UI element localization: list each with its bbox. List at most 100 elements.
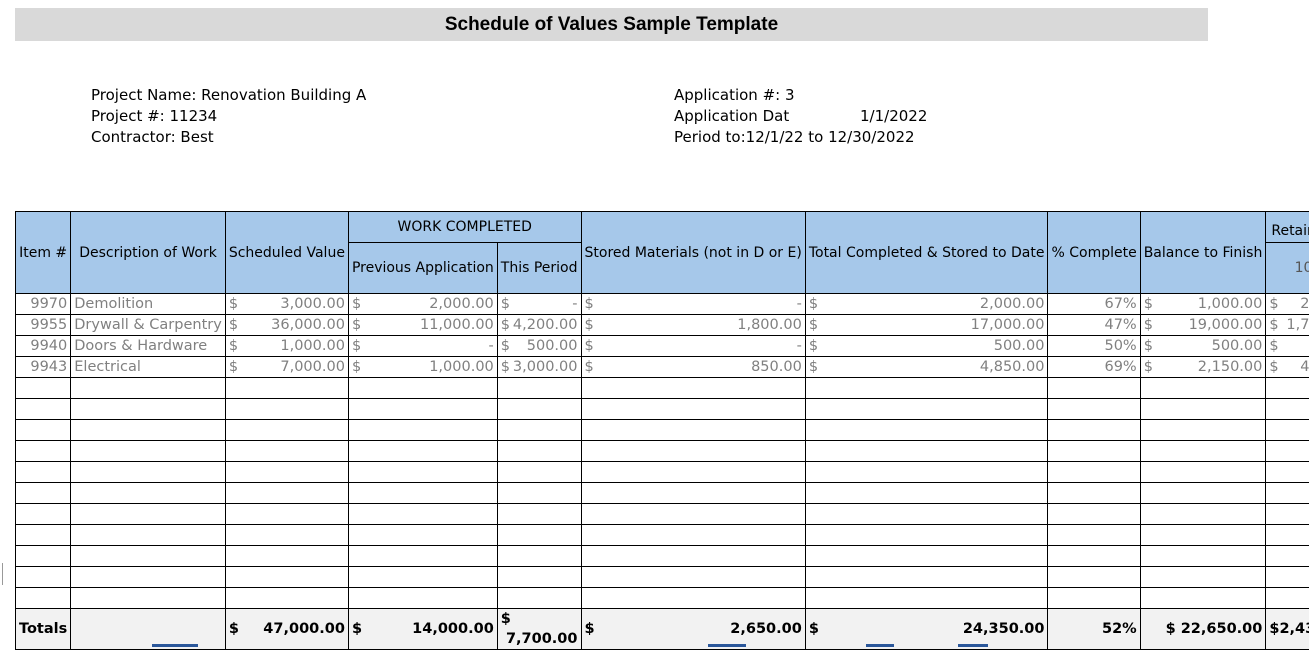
- empty-cell[interactable]: [347, 587, 498, 609]
- empty-cell[interactable]: [496, 398, 582, 420]
- cell-scheduled-value[interactable]: $36,000.00: [224, 314, 349, 336]
- cell-balance-to-finish[interactable]: $1,000.00: [1139, 293, 1267, 315]
- cell-item[interactable]: 9943: [14, 356, 72, 378]
- totals-percent-complete[interactable]: 52%: [1047, 608, 1141, 650]
- empty-cell[interactable]: [224, 440, 349, 462]
- empty-cell[interactable]: [1265, 503, 1309, 525]
- header-this-period[interactable]: This Period: [496, 242, 582, 294]
- empty-cell[interactable]: [1047, 587, 1141, 609]
- header-percent-complete[interactable]: % Complete: [1047, 211, 1141, 294]
- project-number[interactable]: Project #: 11234: [91, 107, 218, 125]
- empty-cell[interactable]: [224, 398, 349, 420]
- cell-stored-materials[interactable]: $1,800.00: [580, 314, 806, 336]
- cell-total-completed[interactable]: $500.00: [804, 335, 1049, 357]
- totals-total-completed[interactable]: $24,350.00: [804, 608, 1049, 650]
- empty-cell[interactable]: [804, 545, 1049, 567]
- empty-cell[interactable]: [1265, 482, 1309, 504]
- empty-cell[interactable]: [580, 440, 806, 462]
- application-period[interactable]: Period to:12/1/22 to 12/30/2022: [674, 128, 915, 146]
- empty-cell[interactable]: [14, 503, 72, 525]
- totals-previous-application[interactable]: $14,000.00: [347, 608, 498, 650]
- empty-cell[interactable]: [1047, 503, 1141, 525]
- cell-retainage[interactable]: $485.00: [1265, 356, 1309, 378]
- empty-cell[interactable]: [496, 566, 582, 588]
- cell-previous-application[interactable]: $2,000.00: [347, 293, 498, 315]
- empty-cell[interactable]: [580, 461, 806, 483]
- empty-cell[interactable]: [347, 377, 498, 399]
- empty-cell[interactable]: [496, 461, 582, 483]
- totals-balance-to-finish[interactable]: $ 22,650.00: [1139, 608, 1267, 650]
- empty-cell[interactable]: [496, 440, 582, 462]
- application-date-label[interactable]: Application Dat: [674, 107, 790, 125]
- totals-label[interactable]: Totals: [14, 608, 72, 650]
- totals-this-period[interactable]: $7,700.00: [496, 608, 582, 650]
- empty-cell[interactable]: [14, 482, 72, 504]
- header-retainage-rate[interactable]: 10%: [1265, 242, 1309, 294]
- empty-cell[interactable]: [580, 377, 806, 399]
- empty-cell[interactable]: [1047, 377, 1141, 399]
- cell-scheduled-value[interactable]: $3,000.00: [224, 293, 349, 315]
- cell-scheduled-value[interactable]: $7,000.00: [224, 356, 349, 378]
- cell-stored-materials[interactable]: $ -: [580, 335, 806, 357]
- empty-cell[interactable]: [804, 587, 1049, 609]
- empty-cell[interactable]: [1047, 545, 1141, 567]
- empty-cell[interactable]: [804, 377, 1049, 399]
- cell-retainage[interactable]: $50.00: [1265, 335, 1309, 357]
- empty-cell[interactable]: [1265, 419, 1309, 441]
- empty-cell[interactable]: [14, 587, 72, 609]
- empty-cell[interactable]: [14, 545, 72, 567]
- empty-cell[interactable]: [70, 566, 226, 588]
- empty-cell[interactable]: [70, 545, 226, 567]
- empty-cell[interactable]: [224, 461, 349, 483]
- cell-this-period[interactable]: $500.00: [496, 335, 582, 357]
- empty-cell[interactable]: [1265, 377, 1309, 399]
- empty-cell[interactable]: [224, 419, 349, 441]
- empty-cell[interactable]: [224, 566, 349, 588]
- empty-cell[interactable]: [804, 419, 1049, 441]
- totals-stored-materials[interactable]: $2,650.00: [580, 608, 806, 650]
- empty-cell[interactable]: [224, 545, 349, 567]
- cell-this-period[interactable]: $ -: [496, 293, 582, 315]
- empty-cell[interactable]: [1047, 419, 1141, 441]
- cell-scheduled-value[interactable]: $1,000.00: [224, 335, 349, 357]
- empty-cell[interactable]: [496, 482, 582, 504]
- empty-cell[interactable]: [224, 482, 349, 504]
- empty-cell[interactable]: [1139, 419, 1267, 441]
- header-total-completed[interactable]: Total Completed & Stored to Date: [804, 211, 1049, 294]
- empty-cell[interactable]: [1265, 440, 1309, 462]
- empty-cell[interactable]: [1265, 545, 1309, 567]
- header-work-completed[interactable]: WORK COMPLETED: [347, 211, 582, 243]
- empty-cell[interactable]: [1047, 482, 1141, 504]
- cell-item[interactable]: 9940: [14, 335, 72, 357]
- empty-cell[interactable]: [1139, 377, 1267, 399]
- empty-cell[interactable]: [580, 419, 806, 441]
- empty-cell[interactable]: [224, 377, 349, 399]
- empty-cell[interactable]: [14, 377, 72, 399]
- empty-cell[interactable]: [1265, 398, 1309, 420]
- header-retainage[interactable]: Retainage*: [1265, 211, 1309, 243]
- empty-cell[interactable]: [804, 461, 1049, 483]
- cell-balance-to-finish[interactable]: $19,000.00: [1139, 314, 1267, 336]
- empty-cell[interactable]: [1265, 566, 1309, 588]
- empty-cell[interactable]: [224, 587, 349, 609]
- empty-cell[interactable]: [347, 524, 498, 546]
- cell-percent-complete[interactable]: 69%: [1047, 356, 1141, 378]
- project-name[interactable]: Project Name: Renovation Building A: [91, 86, 367, 104]
- empty-cell[interactable]: [70, 377, 226, 399]
- cell-retainage[interactable]: $1,700.00: [1265, 314, 1309, 336]
- empty-cell[interactable]: [580, 587, 806, 609]
- cell-percent-complete[interactable]: 50%: [1047, 335, 1141, 357]
- cell-stored-materials[interactable]: $ -: [580, 293, 806, 315]
- cell-balance-to-finish[interactable]: $2,150.00: [1139, 356, 1267, 378]
- empty-cell[interactable]: [1139, 482, 1267, 504]
- cell-stored-materials[interactable]: $850.00: [580, 356, 806, 378]
- empty-cell[interactable]: [580, 503, 806, 525]
- header-balance-to-finish[interactable]: Balance to Finish: [1139, 211, 1267, 294]
- empty-cell[interactable]: [14, 566, 72, 588]
- empty-cell[interactable]: [347, 566, 498, 588]
- empty-cell[interactable]: [804, 524, 1049, 546]
- cell-description[interactable]: Electrical: [70, 356, 226, 378]
- empty-cell[interactable]: [70, 461, 226, 483]
- cell-item[interactable]: 9970: [14, 293, 72, 315]
- cell-description[interactable]: Demolition: [70, 293, 226, 315]
